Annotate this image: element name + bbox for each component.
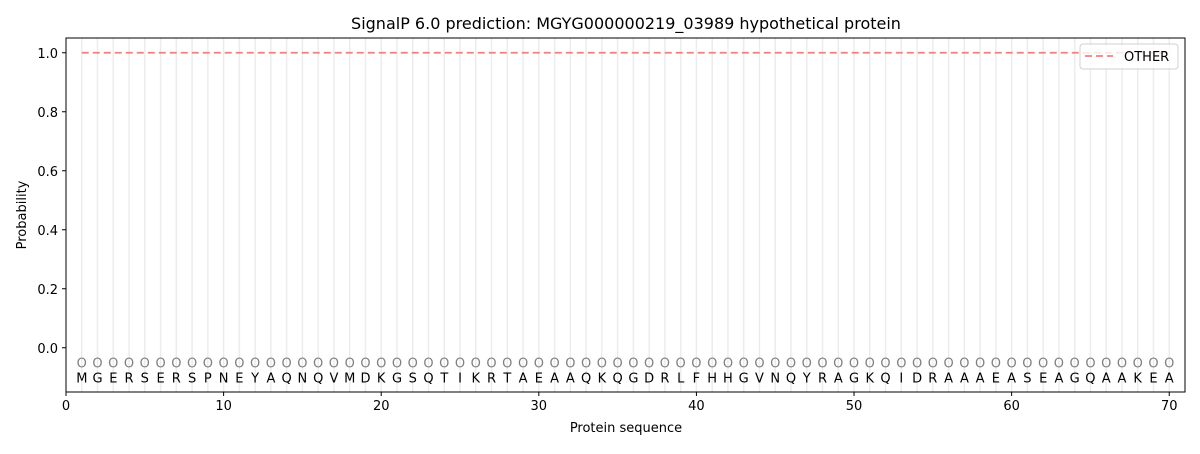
residue-state-label: O bbox=[707, 357, 717, 372]
y-tick-label: 0.8 bbox=[37, 106, 58, 121]
x-tick-label: 40 bbox=[688, 399, 705, 414]
residue-state-label: O bbox=[896, 357, 906, 372]
residue-state-label: O bbox=[613, 357, 623, 372]
legend-box bbox=[1079, 43, 1179, 70]
residue-state-label: O bbox=[739, 357, 749, 372]
residue-state-label: O bbox=[1133, 357, 1143, 372]
residue-state-label: O bbox=[266, 357, 276, 372]
residue-state-label: O bbox=[943, 357, 953, 372]
residue-state-label: O bbox=[92, 357, 102, 372]
residue-state-label: O bbox=[549, 357, 559, 372]
residue-state-label: O bbox=[865, 357, 875, 372]
residue-state-label: O bbox=[1054, 357, 1064, 372]
residue-state-label: O bbox=[234, 357, 244, 372]
residue-state-label: O bbox=[1164, 357, 1174, 372]
residue-state-label: O bbox=[928, 357, 938, 372]
residue-state-label: O bbox=[1085, 357, 1095, 372]
residue-state-label: O bbox=[565, 357, 575, 372]
residue-state-label: O bbox=[140, 357, 150, 372]
residue-state-label: O bbox=[171, 357, 181, 372]
residue-state-label: O bbox=[1038, 357, 1048, 372]
y-tick-label: 0.6 bbox=[37, 165, 58, 180]
x-tick-label: 0 bbox=[62, 399, 70, 414]
residue-state-label: O bbox=[991, 357, 1001, 372]
residue-state-label: O bbox=[1070, 357, 1080, 372]
residue-state-label: O bbox=[392, 357, 402, 372]
residue-state-label: O bbox=[1148, 357, 1158, 372]
residue-state-label: O bbox=[628, 357, 638, 372]
residue-state-label: O bbox=[581, 357, 591, 372]
residue-state-label: O bbox=[486, 357, 496, 372]
residue-state-label: O bbox=[376, 357, 386, 372]
residue-state-label: O bbox=[218, 357, 228, 372]
axes-frame bbox=[65, 37, 1186, 393]
x-tick-label: 20 bbox=[373, 399, 390, 414]
residue-state-label: O bbox=[455, 357, 465, 372]
y-tick-label: 0.2 bbox=[37, 283, 58, 298]
residue-state-label: O bbox=[77, 357, 87, 372]
x-tick-label: 70 bbox=[1161, 399, 1178, 414]
residue-state-label: O bbox=[329, 357, 339, 372]
residue-state-label: O bbox=[676, 357, 686, 372]
residue-state-label: O bbox=[360, 357, 370, 372]
residue-sequence: MGERSERSPNEYAQNQVMDKGSQTIKRTAEAAQKQGDRLF… bbox=[76, 371, 1174, 386]
legend-label-other: OTHER bbox=[1124, 50, 1169, 65]
residue-state-label: O bbox=[124, 357, 134, 372]
residue-state-label: O bbox=[439, 357, 449, 372]
x-tick-label: 60 bbox=[1003, 399, 1020, 414]
residue-state-label: O bbox=[817, 357, 827, 372]
residue-state-label: O bbox=[502, 357, 512, 372]
residue-state-label: O bbox=[1101, 357, 1111, 372]
residue-state-label: O bbox=[518, 357, 528, 372]
residue-state-label: O bbox=[975, 357, 985, 372]
residue-state-label: O bbox=[786, 357, 796, 372]
residue-state-label: O bbox=[345, 357, 355, 372]
x-tick-label: 50 bbox=[846, 399, 863, 414]
residue-state-label: O bbox=[754, 357, 764, 372]
x-tick-label: 30 bbox=[531, 399, 548, 414]
residue-state-label: O bbox=[644, 357, 654, 372]
y-tick-label: 0.4 bbox=[37, 224, 58, 239]
x-axis-label: Protein sequence bbox=[570, 421, 682, 436]
residue-state-label: O bbox=[471, 357, 481, 372]
residue-state-label: O bbox=[1007, 357, 1017, 372]
x-tick-label: 10 bbox=[215, 399, 232, 414]
residue-state-label: O bbox=[802, 357, 812, 372]
residue-state-label: O bbox=[723, 357, 733, 372]
y-tick-label: 0.0 bbox=[37, 342, 58, 357]
residue-state-label: O bbox=[880, 357, 890, 372]
residue-state-label: O bbox=[250, 357, 260, 372]
residue-state-label: O bbox=[408, 357, 418, 372]
residue-state-label: O bbox=[691, 357, 701, 372]
residue-state-label: O bbox=[959, 357, 969, 372]
residue-state-label: O bbox=[770, 357, 780, 372]
residue-state-label: O bbox=[534, 357, 544, 372]
residue-state-label: O bbox=[282, 357, 292, 372]
chart-title: SignalP 6.0 prediction: MGYG000000219_03… bbox=[351, 14, 901, 34]
residue-state-label: O bbox=[155, 357, 165, 372]
y-axis-label: Probability bbox=[15, 180, 30, 249]
residue-state-label: O bbox=[108, 357, 118, 372]
residue-state-label: O bbox=[597, 357, 607, 372]
residue-state-label: O bbox=[187, 357, 197, 372]
residue-state-label: O bbox=[1117, 357, 1127, 372]
residue-state-label: O bbox=[423, 357, 433, 372]
y-tick-label: 1.0 bbox=[37, 47, 58, 62]
residue-state-label: O bbox=[313, 357, 323, 372]
residue-state-label: O bbox=[912, 357, 922, 372]
residue-state-label: O bbox=[297, 357, 307, 372]
residue-state-label: O bbox=[660, 357, 670, 372]
residue-state-label: O bbox=[1022, 357, 1032, 372]
residue-state-label: O bbox=[849, 357, 859, 372]
residue-state-label: O bbox=[833, 357, 843, 372]
residue-state-label: O bbox=[203, 357, 213, 372]
